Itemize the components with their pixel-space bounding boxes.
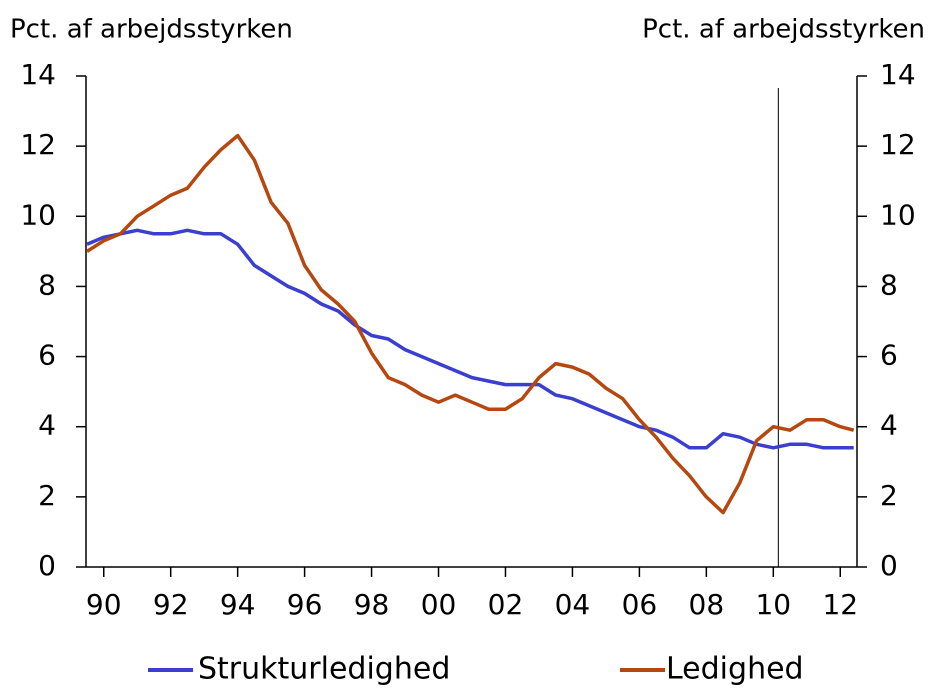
x-tick-label: 92 [153, 588, 189, 621]
x-tick-label: 94 [220, 588, 256, 621]
y-tick-label: 10 [20, 198, 56, 231]
y2-tick-label: 0 [880, 549, 898, 582]
y2-tick-label: 2 [880, 479, 898, 512]
x-tick-label: 90 [86, 588, 122, 621]
y-axis-title: Pct. af arbejdsstyrken [10, 15, 293, 45]
y2-tick-label: 6 [880, 339, 898, 372]
legend-label: Strukturledighed [198, 652, 450, 687]
series-line [86, 228, 854, 450]
y2-axis-title: Pct. af arbejdsstyrken [642, 15, 925, 45]
y-tick-label: 0 [38, 549, 56, 582]
y-tick-label: 12 [20, 128, 56, 161]
y-tick-label: 4 [38, 409, 56, 442]
x-tick-label: 10 [755, 588, 791, 621]
y2-tick-label: 12 [880, 128, 916, 161]
x-tick-label: 06 [622, 588, 658, 621]
y-tick-label: 8 [38, 268, 56, 301]
series-line [86, 133, 855, 515]
y-tick-label: 14 [20, 58, 56, 91]
y2-tick-label: 10 [880, 198, 916, 231]
y-tick-label: 6 [38, 339, 56, 372]
y-tick-label: 2 [38, 479, 56, 512]
x-tick-label: 12 [822, 588, 858, 621]
y2-tick-label: 14 [880, 58, 916, 91]
x-tick-label: 98 [354, 588, 390, 621]
x-tick-label: 00 [421, 588, 457, 621]
y2-tick-label: 4 [880, 409, 898, 442]
legend-label: Ledighed [666, 652, 804, 687]
x-tick-label: 02 [488, 588, 524, 621]
x-tick-label: 04 [555, 588, 591, 621]
y2-tick-label: 8 [880, 268, 898, 301]
x-tick-label: 96 [287, 588, 323, 621]
x-tick-label: 08 [689, 588, 725, 621]
